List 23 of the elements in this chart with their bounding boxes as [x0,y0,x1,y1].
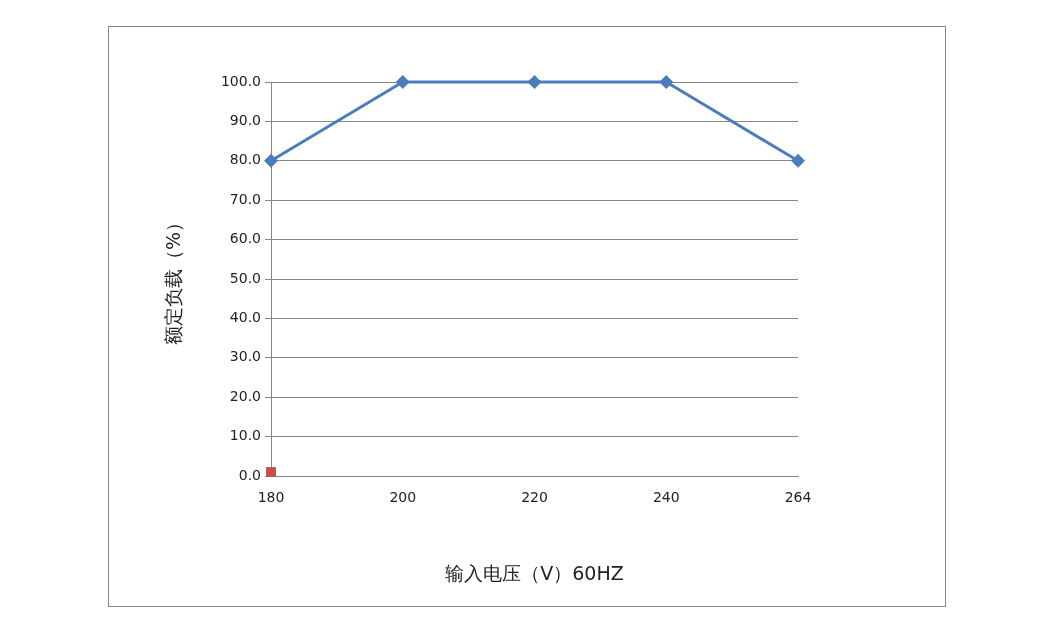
point [264,153,278,168]
x-tick-label: 200 [389,489,417,506]
x-tick-label: 240 [652,489,680,506]
y-axis-title: 额定负载（%） [162,212,185,346]
y-tick-label: 50.0 [229,269,261,286]
point [659,75,674,89]
y-tick-label: 70.0 [229,190,261,207]
point [395,75,410,89]
point [791,153,805,168]
y-tick-label: 30.0 [229,348,261,365]
y-tick-label: 10.0 [229,427,261,444]
y-tick-label: 40.0 [229,309,261,326]
x-tick-label: 180 [257,489,285,506]
point [527,75,542,89]
y-tick-label: 90.0 [229,112,261,129]
y-tick-label: 0.0 [238,466,261,483]
y-tick-label: 100.0 [220,72,261,89]
y-tick-label: 80.0 [229,151,261,168]
x-axis-title: 输入电压（V）60HZ [445,561,624,584]
x-tick-label: 264 [784,489,812,506]
y-tick-label: 20.0 [229,387,261,404]
y-tick-label: 60.0 [229,230,261,247]
x-tick-label: 220 [521,489,548,506]
